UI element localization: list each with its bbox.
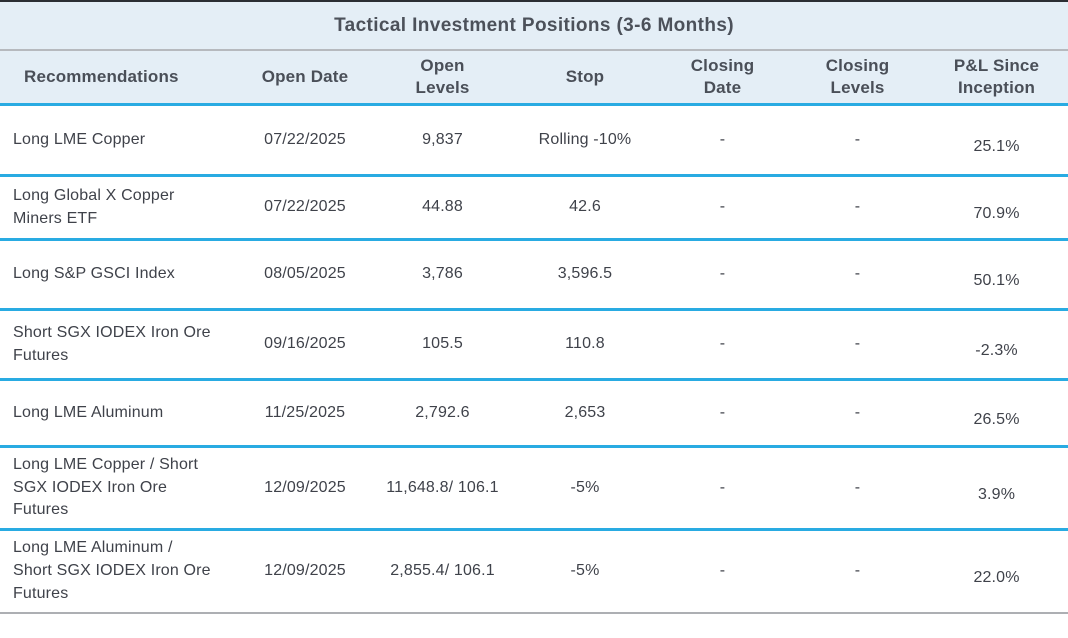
cell-pnl: 70.9% <box>925 175 1068 241</box>
cell-recommendation: Long LME Copper <box>0 104 240 177</box>
col-header-open-levels: Open Levels <box>370 50 515 106</box>
cell-closing-levels: - <box>790 239 925 311</box>
cell-open-levels: 2,792.6 <box>370 379 515 448</box>
table-row: Long LME Aluminum 11/25/2025 2,792.6 2,6… <box>0 379 1068 448</box>
col-header-stop: Stop <box>515 50 655 106</box>
cell-closing-date: - <box>655 379 790 448</box>
cell-closing-date: - <box>655 104 790 177</box>
cell-open-levels: 3,786 <box>370 239 515 311</box>
cell-stop: -5% <box>515 529 655 614</box>
cell-closing-levels: - <box>790 175 925 241</box>
cell-recommendation: Long LME Aluminum / Short SGX IODEX Iron… <box>0 529 240 614</box>
cell-open-date: 11/25/2025 <box>240 379 370 448</box>
col-header-closing-date: Closing Date <box>655 50 790 106</box>
cell-pnl: 25.1% <box>925 104 1068 177</box>
table-row: Long S&P GSCI Index 08/05/2025 3,786 3,5… <box>0 239 1068 311</box>
cell-closing-levels: - <box>790 309 925 381</box>
cell-open-date: 12/09/2025 <box>240 446 370 531</box>
cell-open-date: 08/05/2025 <box>240 239 370 311</box>
table-title: Tactical Investment Positions (3-6 Month… <box>0 0 1068 51</box>
cell-open-date: 12/09/2025 <box>240 529 370 614</box>
table-header-row: Recommendations Open Date Open Levels St… <box>0 50 1068 106</box>
table-row: Long Global X Copper Miners ETF 07/22/20… <box>0 175 1068 241</box>
cell-recommendation: Long S&P GSCI Index <box>0 239 240 311</box>
cell-open-levels: 9,837 <box>370 104 515 177</box>
cell-pnl: 26.5% <box>925 379 1068 448</box>
cell-open-levels: 105.5 <box>370 309 515 381</box>
cell-recommendation: Long Global X Copper Miners ETF <box>0 175 240 241</box>
cell-recommendation: Long LME Copper / Short SGX IODEX Iron O… <box>0 446 240 531</box>
table-row: Long LME Aluminum / Short SGX IODEX Iron… <box>0 529 1068 614</box>
cell-closing-levels: - <box>790 104 925 177</box>
cell-closing-date: - <box>655 446 790 531</box>
cell-open-date: 09/16/2025 <box>240 309 370 381</box>
cell-pnl: 3.9% <box>925 446 1068 531</box>
cell-stop: 110.8 <box>515 309 655 381</box>
table-row: Short SGX IODEX Iron Ore Futures 09/16/2… <box>0 309 1068 381</box>
cell-closing-date: - <box>655 309 790 381</box>
table-title-row: Tactical Investment Positions (3-6 Month… <box>0 0 1068 51</box>
col-header-pnl-since-inception: P&L Since Inception <box>925 50 1068 106</box>
cell-pnl: -2.3% <box>925 309 1068 381</box>
cell-closing-date: - <box>655 239 790 311</box>
col-header-open-date: Open Date <box>240 50 370 106</box>
cell-pnl: 22.0% <box>925 529 1068 614</box>
cell-stop: 2,653 <box>515 379 655 448</box>
cell-open-levels: 44.88 <box>370 175 515 241</box>
cell-open-levels: 2,855.4/ 106.1 <box>370 529 515 614</box>
cell-stop: 42.6 <box>515 175 655 241</box>
col-header-recommendations: Recommendations <box>0 50 240 106</box>
table-row: Long LME Copper 07/22/2025 9,837 Rolling… <box>0 104 1068 177</box>
cell-closing-date: - <box>655 175 790 241</box>
cell-recommendation: Long LME Aluminum <box>0 379 240 448</box>
cell-open-date: 07/22/2025 <box>240 104 370 177</box>
tactical-positions-table: Tactical Investment Positions (3-6 Month… <box>0 0 1068 614</box>
cell-open-levels: 11,648.8/ 106.1 <box>370 446 515 531</box>
col-header-closing-levels: Closing Levels <box>790 50 925 106</box>
cell-closing-levels: - <box>790 379 925 448</box>
cell-stop: -5% <box>515 446 655 531</box>
cell-stop: 3,596.5 <box>515 239 655 311</box>
cell-pnl: 50.1% <box>925 239 1068 311</box>
cell-closing-date: - <box>655 529 790 614</box>
cell-open-date: 07/22/2025 <box>240 175 370 241</box>
cell-stop: Rolling -10% <box>515 104 655 177</box>
table-row: Long LME Copper / Short SGX IODEX Iron O… <box>0 446 1068 531</box>
cell-closing-levels: - <box>790 529 925 614</box>
cell-recommendation: Short SGX IODEX Iron Ore Futures <box>0 309 240 381</box>
cell-closing-levels: - <box>790 446 925 531</box>
